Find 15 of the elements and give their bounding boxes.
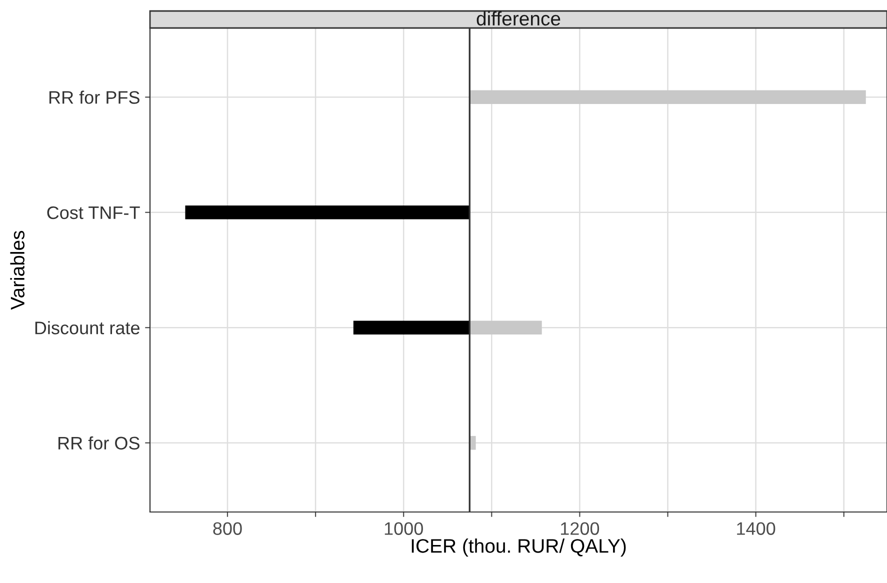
x-tick-label: 800 [213,522,242,535]
y-tick-label: RR for OS [58,436,140,450]
x-axis-title: ICER (thou. RUR/ QALY) [412,538,626,557]
x-tick-label: 1400 [737,522,776,535]
y-tick-label: Cost TNF-T [47,206,140,220]
chart-title: difference [476,11,560,26]
bar [470,90,866,104]
bar [185,205,470,220]
y-tick-label: RR for PFS [49,90,140,104]
bar [470,320,542,335]
bar [353,320,470,335]
x-tick-label: 1200 [560,522,600,535]
x-tick-label: 1000 [384,522,423,535]
y-axis-title: Variables [10,230,25,310]
y-tick-label: Discount rate [35,321,140,334]
